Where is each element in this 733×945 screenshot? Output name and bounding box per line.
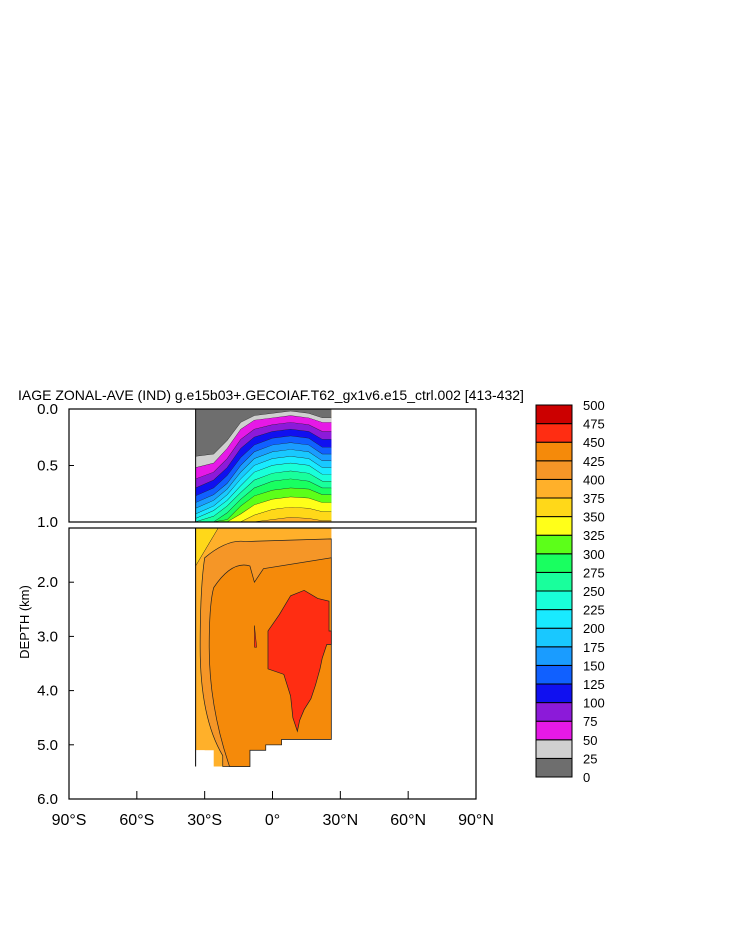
upper-band-fill xyxy=(195,517,332,522)
colorbar-label: 75 xyxy=(583,714,597,729)
x-tick-label: 90°S xyxy=(52,812,87,829)
colorbar-label: 425 xyxy=(583,454,605,469)
colorbar-box xyxy=(535,460,573,480)
colorbar-label: 175 xyxy=(583,640,605,655)
colorbar-label: 325 xyxy=(583,528,605,543)
upper-band-fill xyxy=(195,471,332,522)
colorbar-box xyxy=(535,478,573,499)
lower-band-450 xyxy=(267,589,332,733)
colorbar-label: 475 xyxy=(583,417,605,432)
colorbar-box xyxy=(535,423,573,443)
upper-band-fill xyxy=(195,415,332,480)
colorbar-label: 250 xyxy=(583,584,605,599)
colorbar-box xyxy=(535,757,573,778)
x-tick-label: 30°S xyxy=(187,812,222,829)
colorbar-label: 375 xyxy=(583,491,605,506)
upper-band-fill xyxy=(195,497,332,522)
colorbar-box xyxy=(535,534,573,555)
upper-band-fill xyxy=(195,422,332,489)
colorbar-label: 300 xyxy=(583,547,605,562)
colorbar-box xyxy=(535,739,573,759)
upper-band-fill xyxy=(195,507,332,522)
y-tick-label: 0.0 xyxy=(37,401,58,418)
colorbar-label: 50 xyxy=(583,733,597,748)
upper-band-fill xyxy=(195,488,332,522)
colorbar-box xyxy=(535,664,573,685)
colorbar-label: 225 xyxy=(583,603,605,618)
upper-band-fill xyxy=(195,479,332,522)
upper-band-fill xyxy=(195,409,332,457)
lower-bottom-white xyxy=(195,750,205,767)
colorbar-label: 125 xyxy=(583,677,605,692)
upper-band-fill xyxy=(195,463,332,522)
lower-band-450-spot xyxy=(254,625,257,648)
y-tick-label: 6.0 xyxy=(37,791,58,808)
colorbar-label: 500 xyxy=(583,398,605,413)
x-tick-label: 30°N xyxy=(322,812,358,829)
y-tick-label: 0.5 xyxy=(37,458,58,475)
upper-band-fill xyxy=(195,449,332,515)
colorbar-label: 450 xyxy=(583,435,605,450)
upper-band-fill xyxy=(195,436,332,503)
colorbar-label: 150 xyxy=(583,658,605,673)
colorbar-box xyxy=(535,720,573,741)
colorbar-label: 100 xyxy=(583,696,605,711)
x-tick-label: 0° xyxy=(265,812,280,829)
upper-band-fill xyxy=(195,429,332,497)
y-tick-label: 3.0 xyxy=(37,628,58,645)
colorbar-label: 0 xyxy=(583,770,590,785)
colorbar-box xyxy=(535,404,573,425)
x-tick-label: 90°N xyxy=(458,812,494,829)
y-axis-label: DEPTH (km) xyxy=(17,585,32,659)
colorbar-box xyxy=(535,571,573,592)
colorbar-label: 350 xyxy=(583,510,605,525)
colorbar-label: 400 xyxy=(583,472,605,487)
colorbar-label: 275 xyxy=(583,565,605,580)
x-tick-label: 60°N xyxy=(390,812,426,829)
colorbar-box xyxy=(535,590,573,611)
colorbar-box xyxy=(535,702,573,722)
colorbar-box xyxy=(535,497,573,518)
x-tick-label: 60°S xyxy=(119,812,154,829)
colorbar-box xyxy=(535,609,573,629)
colorbar-box xyxy=(535,646,573,666)
y-tick-label: 2.0 xyxy=(37,574,58,591)
colorbar-box xyxy=(535,441,573,462)
colorbar-box xyxy=(535,553,573,573)
y-tick-label: 1.0 xyxy=(37,514,58,531)
colorbar-label: 25 xyxy=(583,751,597,766)
colorbar-box xyxy=(535,516,573,536)
upper-contour-line xyxy=(195,442,332,504)
colorbar-label: 200 xyxy=(583,621,605,636)
y-tick-label: 4.0 xyxy=(37,683,58,700)
upper-band-fill xyxy=(195,442,332,509)
colorbar-box xyxy=(535,627,573,648)
upper-band-fill xyxy=(195,411,332,468)
y-tick-label: 5.0 xyxy=(37,737,58,754)
chart-title: IAGE ZONAL-AVE (IND) g.e15b03+.GECOIAF.T… xyxy=(18,387,524,403)
colorbar-box xyxy=(535,683,573,704)
